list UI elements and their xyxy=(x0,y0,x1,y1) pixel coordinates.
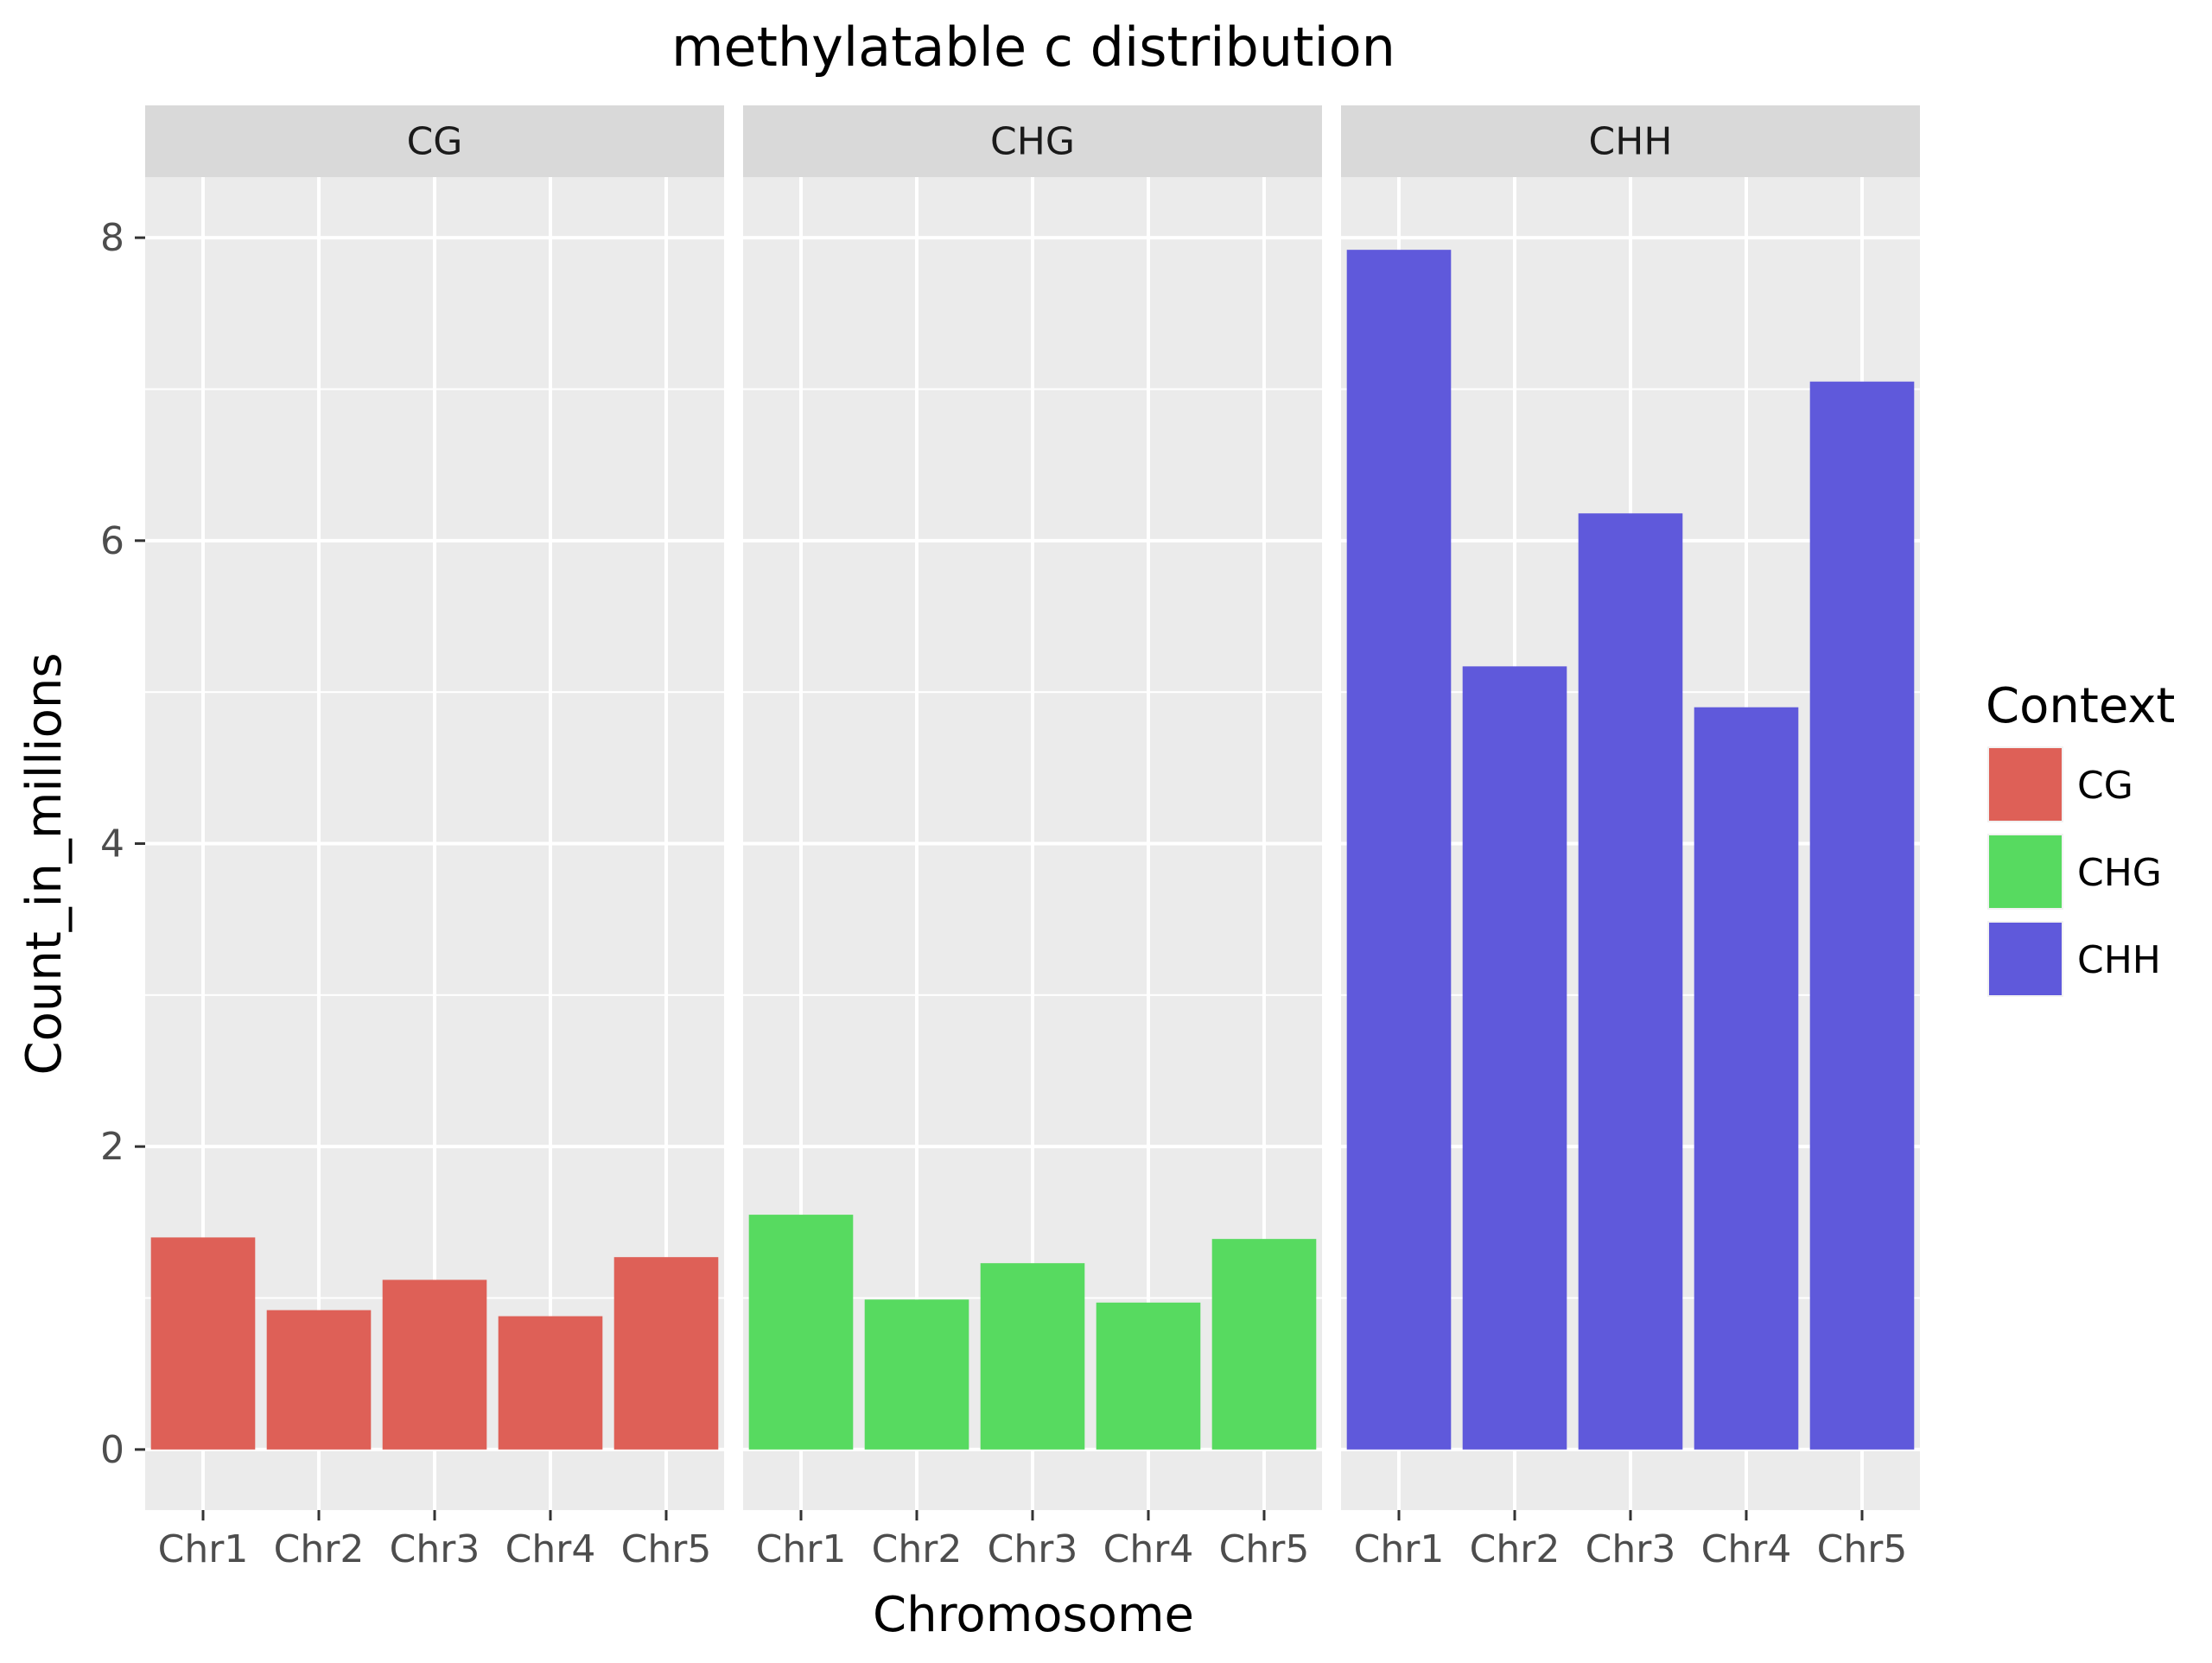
y-axis: 0 2 4 6 8 xyxy=(100,216,145,1472)
x-tick-label: Chr2 xyxy=(1470,1527,1560,1571)
legend-label-chh: CHH xyxy=(2077,938,2161,982)
facet-panel-cg: CG Chr1 Chr2 Chr3 Chr4 Chr5 xyxy=(145,105,724,1571)
x-tick-label: Chr1 xyxy=(1354,1527,1445,1571)
facet-strip-label: CHG xyxy=(990,120,1075,164)
facet-strip-label: CHH xyxy=(1589,120,1673,164)
bar-chh-chr3 xyxy=(1578,513,1683,1450)
legend-swatch-chh xyxy=(1989,923,2062,995)
y-tick-label: 8 xyxy=(100,216,124,260)
legend-swatch-cg xyxy=(1989,748,2062,821)
x-tick-label: Chr2 xyxy=(872,1527,963,1571)
legend-items: CG CHG CHH xyxy=(1987,746,2162,997)
facet-panels: CG Chr1 Chr2 Chr3 Chr4 Chr5 CHG Chr1 Chr2 Chr3 Chr… xyxy=(100,105,1920,1571)
facet-strip-label: CG xyxy=(407,120,463,164)
bar-chg-chr2 xyxy=(864,1299,969,1450)
bar-chg-chr1 xyxy=(748,1215,854,1450)
legend: Context CG CHG CHH xyxy=(1986,678,2175,997)
x-tick-label: Chr5 xyxy=(1219,1527,1310,1571)
y-tick-label: 6 xyxy=(100,519,124,563)
y-tick-label: 2 xyxy=(100,1125,124,1169)
facet-strip xyxy=(145,105,724,177)
bar-chg-chr3 xyxy=(980,1263,1085,1450)
x-tick-label: Chr3 xyxy=(988,1527,1078,1571)
facet-strip xyxy=(743,105,1322,177)
facet-panel-chg: CHG Chr1 Chr2 Chr3 Chr4 Chr5 xyxy=(743,105,1322,1571)
legend-label-chg: CHG xyxy=(2077,851,2162,895)
bar-cg-chr1 xyxy=(150,1237,256,1450)
x-tick-label: Chr3 xyxy=(1586,1527,1676,1571)
legend-label-cg: CG xyxy=(2077,764,2133,808)
bar-chh-chr2 xyxy=(1462,666,1567,1450)
x-tick-label: Chr4 xyxy=(505,1527,596,1571)
bar-chg-chr5 xyxy=(1211,1239,1317,1450)
x-tick-label: Chr5 xyxy=(621,1527,712,1571)
bar-chh-chr5 xyxy=(1809,381,1915,1450)
x-tick-label: Chr1 xyxy=(158,1527,249,1571)
x-tick-label: Chr3 xyxy=(390,1527,480,1571)
x-tick-label: Chr4 xyxy=(1701,1527,1792,1571)
facet-panel-chh: CHH Chr1 Chr2 Chr3 Chr4 Chr5 xyxy=(1341,105,1920,1571)
x-tick-label: Chr1 xyxy=(756,1527,847,1571)
bar-cg-chr5 xyxy=(613,1257,719,1450)
bar-chh-chr1 xyxy=(1346,250,1452,1450)
bar-chh-chr4 xyxy=(1694,707,1799,1450)
chart-title: methylatable c distribution xyxy=(671,16,1395,79)
x-tick-label: Chr4 xyxy=(1103,1527,1194,1571)
bar-chg-chr4 xyxy=(1096,1302,1201,1450)
bar-cg-chr2 xyxy=(266,1310,372,1450)
y-tick-label: 4 xyxy=(100,822,124,866)
facet-strip xyxy=(1341,105,1920,177)
x-axis-title: Chromosome xyxy=(873,1587,1194,1643)
x-tick-label: Chr5 xyxy=(1817,1527,1908,1571)
x-tick-label: Chr2 xyxy=(274,1527,365,1571)
legend-swatch-chg xyxy=(1989,835,2062,908)
bar-cg-chr3 xyxy=(382,1279,487,1450)
y-axis-title: Count_in_millions xyxy=(16,652,73,1075)
legend-title: Context xyxy=(1986,678,2175,734)
y-tick-label: 0 xyxy=(100,1428,124,1472)
bar-cg-chr4 xyxy=(498,1316,603,1450)
